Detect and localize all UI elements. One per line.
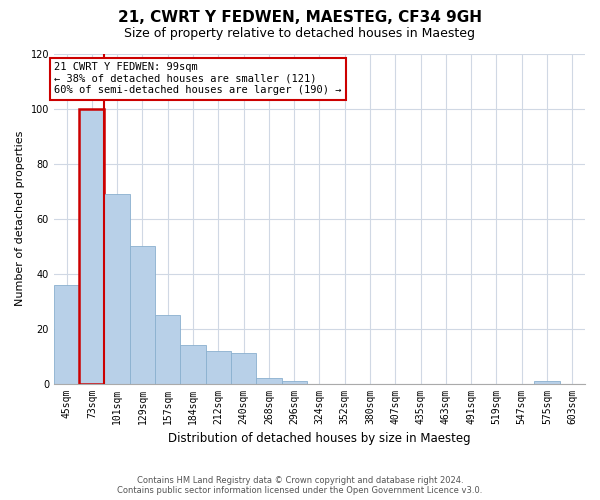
Text: Contains HM Land Registry data © Crown copyright and database right 2024.
Contai: Contains HM Land Registry data © Crown c…: [118, 476, 482, 495]
Bar: [181, 345, 206, 384]
Bar: [231, 354, 256, 384]
Text: Size of property relative to detached houses in Maesteg: Size of property relative to detached ho…: [125, 28, 476, 40]
Bar: [155, 315, 181, 384]
Y-axis label: Number of detached properties: Number of detached properties: [15, 131, 25, 306]
Bar: [256, 378, 281, 384]
Bar: [281, 381, 307, 384]
Bar: [104, 194, 130, 384]
Bar: [54, 284, 79, 384]
Bar: [130, 246, 155, 384]
X-axis label: Distribution of detached houses by size in Maesteg: Distribution of detached houses by size …: [168, 432, 471, 445]
Text: 21 CWRT Y FEDWEN: 99sqm
← 38% of detached houses are smaller (121)
60% of semi-d: 21 CWRT Y FEDWEN: 99sqm ← 38% of detache…: [54, 62, 341, 96]
Bar: [535, 381, 560, 384]
Bar: [206, 350, 231, 384]
Text: 21, CWRT Y FEDWEN, MAESTEG, CF34 9GH: 21, CWRT Y FEDWEN, MAESTEG, CF34 9GH: [118, 10, 482, 25]
Bar: [79, 109, 104, 384]
